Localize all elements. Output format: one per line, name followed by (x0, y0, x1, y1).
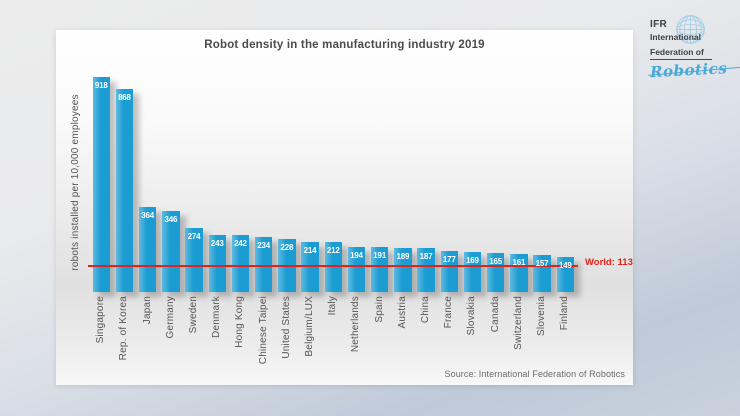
category-label-denmark: Denmark (211, 296, 223, 338)
bar-austria (394, 248, 412, 292)
bar-slovakia (463, 252, 482, 292)
bar-value-label: 274 (187, 232, 201, 241)
bar-chinese-taipei (254, 237, 273, 292)
bar-value-label: 868 (118, 93, 131, 102)
bar-value-label: 169 (466, 256, 479, 265)
bar-china (417, 248, 435, 292)
bar-value-label: 346 (164, 215, 178, 224)
category-label-italy: Italy (327, 296, 339, 316)
ifr-logo: IFR International Federation of Robotics (650, 10, 735, 81)
category-label-austria: Austria (396, 296, 408, 329)
bar-germany (162, 211, 180, 292)
bar-value-label: 242 (234, 239, 247, 248)
bar-value-label: 177 (442, 255, 456, 264)
plot-area: 918 Singapore 868 Rep. of Korea 364 Japan 346 G… (56, 30, 633, 385)
chart-panel: Robot density in the manufacturing indus… (56, 30, 633, 385)
bar-value-label: 214 (303, 246, 317, 255)
category-label-finland: Finland (559, 296, 571, 331)
bar-rep-of-korea (115, 89, 134, 292)
bar-sweden (185, 228, 203, 292)
category-label-canada: Canada (489, 296, 501, 333)
bar-value-label: 157 (535, 259, 549, 268)
bar-singapore (92, 77, 110, 292)
bar-value-label: 364 (141, 211, 155, 220)
logo-script: Robotics (650, 58, 735, 81)
category-label-japan: Japan (141, 296, 153, 325)
chart-title: Robot density in the manufacturing indus… (204, 39, 485, 51)
bar-switzerland (510, 254, 528, 292)
bar-france (440, 251, 458, 292)
category-label-china: China (420, 296, 432, 324)
category-label-slovenia: Slovenia (536, 296, 548, 336)
category-label-slovakia: Slovakia (466, 296, 478, 336)
category-label-hong-kong: Hong Kong (234, 296, 246, 348)
bar-canada (486, 253, 505, 292)
source-text: Source: International Federation of Robo… (444, 369, 625, 379)
category-label-france: France (443, 296, 455, 329)
category-label-rep-of-korea: Rep. of Korea (118, 296, 130, 361)
bar-value-label: 212 (326, 246, 340, 255)
category-label-belgium-lux: Belgium/LUX (304, 296, 316, 357)
world-average-label: World: 113 (585, 257, 633, 268)
logo-line1: International (650, 31, 702, 42)
bar-japan (138, 207, 157, 292)
logo-abbr: IFR (650, 19, 668, 30)
bar-value-label: 189 (396, 252, 410, 261)
bar-value-label: 194 (350, 251, 363, 260)
bar-value-label: 187 (419, 252, 433, 261)
bar-italy (324, 242, 342, 292)
bar-value-label: 191 (373, 251, 387, 260)
category-label-netherlands: Netherlands (350, 296, 362, 353)
bar-slovenia (533, 255, 551, 292)
bar-value-label: 161 (512, 258, 526, 267)
globe-icon (676, 15, 705, 44)
category-label-chinese-taipei: Chinese Taipei (257, 296, 269, 365)
bar-belgium-lux (301, 242, 319, 292)
world-average-line (88, 265, 578, 267)
bar-value-label: 149 (558, 261, 572, 270)
bar-value-label: 243 (210, 239, 224, 248)
bar-spain (370, 247, 389, 292)
bar-netherlands (347, 247, 366, 292)
category-label-sweden: Sweden (188, 296, 200, 334)
category-label-switzerland: Switzerland (512, 296, 524, 350)
bar-value-label: 918 (94, 81, 108, 90)
bar-value-label: 228 (280, 243, 294, 252)
logo-line2: Federation of (650, 47, 712, 60)
category-label-singapore: Singapore (95, 296, 107, 344)
bar-value-label: 165 (489, 257, 503, 266)
category-label-united-states: United States (280, 296, 292, 359)
bar-value-label: 234 (257, 241, 271, 250)
category-label-germany: Germany (164, 296, 176, 339)
category-label-spain: Spain (373, 296, 385, 323)
bar-denmark (208, 235, 226, 292)
bar-hong-kong (231, 235, 250, 292)
